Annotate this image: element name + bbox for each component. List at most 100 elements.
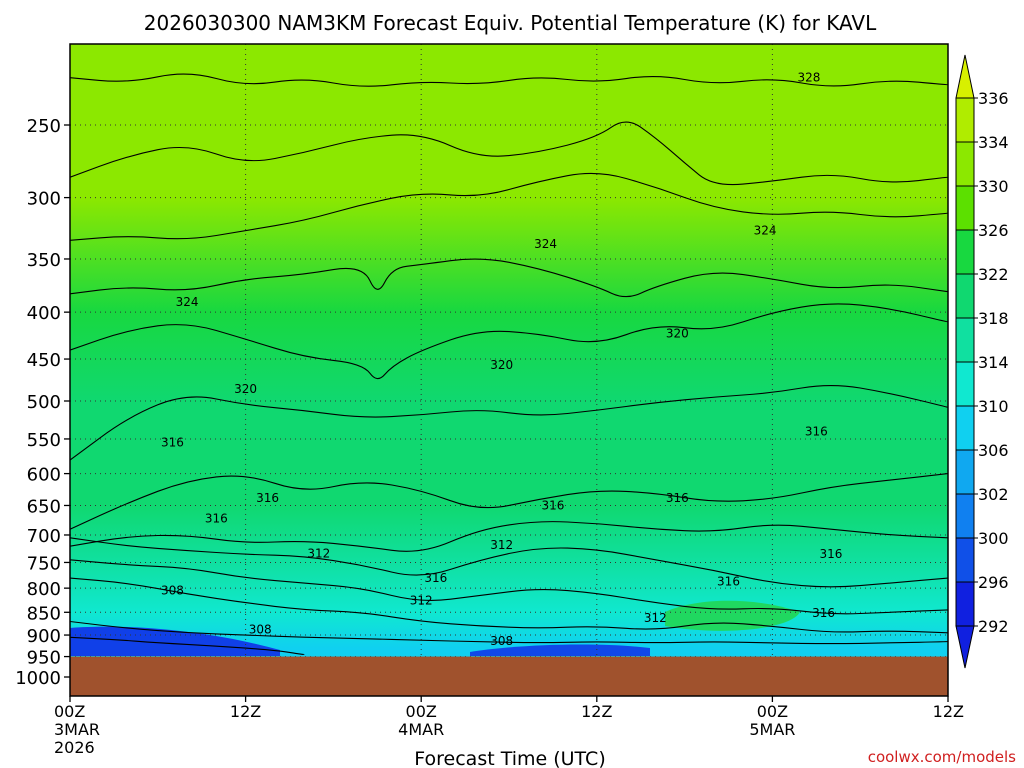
contour-label: 320 (490, 358, 513, 372)
colorbar-label: 292 (978, 617, 1009, 636)
colorbar-segment (955, 273, 975, 319)
contour-312 (70, 537, 948, 588)
y-tick-label: 1000 (15, 668, 61, 689)
colorbar-label: 296 (978, 573, 1009, 592)
contour-label: 320 (234, 382, 257, 396)
x-tick-sublabel: 4MAR (398, 720, 444, 739)
x-tick-label: 12Z (581, 702, 612, 721)
theta-e-field (70, 44, 948, 696)
y-tick-label: 900 (27, 626, 61, 647)
colorbar-bottom-arrow (955, 625, 975, 669)
contour-label: 316 (666, 491, 689, 505)
contour-label: 312 (307, 546, 330, 560)
x-tick-sublabel: 3MAR (54, 720, 100, 739)
contour-316 (70, 473, 948, 530)
contour-324 (70, 172, 948, 241)
colorbar-top-arrow (955, 54, 975, 99)
x-axis-label: Forecast Time (UTC) (414, 748, 605, 768)
colorbar-label: 300 (978, 529, 1009, 548)
colorbar-segment (955, 317, 975, 363)
y-tick-label: 850 (27, 603, 61, 624)
y-tick-label: 800 (27, 579, 61, 600)
colorbar-segment (955, 405, 975, 451)
contour-308 (70, 577, 948, 634)
contour-label: 324 (176, 295, 199, 309)
y-tick-label: 750 (27, 553, 61, 574)
plot-frame (69, 43, 949, 697)
colorbar: 336 334 330 326 322 318 314 310 306 302 300 296 292 (955, 54, 1009, 669)
contour-324 (70, 258, 948, 298)
contour-label: 316 (819, 547, 842, 561)
contour-label: 316 (541, 498, 564, 512)
contour-label: 316 (717, 575, 740, 589)
colorbar-label: 334 (978, 133, 1009, 152)
y-tick-label: 950 (27, 648, 61, 669)
colorbar-segment (955, 493, 975, 539)
colorbar-segment (955, 141, 975, 187)
contour-304 (70, 636, 305, 656)
contour-label: 312 (410, 593, 433, 607)
colorbar-label: 326 (978, 221, 1009, 240)
colorbar-label: 310 (978, 397, 1009, 416)
contour-308 (70, 620, 948, 645)
y-tick-label: 500 (27, 392, 61, 413)
x-tick-sublabel: 5MAR (749, 720, 795, 739)
contour-320 (70, 303, 948, 380)
contour-label: 316 (161, 436, 184, 450)
y-tick-label: 650 (27, 496, 61, 517)
contour-320 (70, 385, 948, 461)
colorbar-segment (955, 97, 975, 143)
colorbar-segment (955, 185, 975, 231)
contour-label: 312 (644, 611, 667, 625)
contour-label: 316 (805, 425, 828, 439)
y-tick-label: 600 (27, 465, 61, 486)
colorbar-label: 306 (978, 441, 1009, 460)
y-tick-label: 450 (27, 350, 61, 371)
x-tick-label: 00Z (757, 702, 788, 721)
colorbar-segment (955, 581, 975, 627)
y-tick-label: 350 (27, 250, 61, 271)
colorbar-segment (955, 449, 975, 495)
terrain-ground (70, 656, 948, 696)
x-tick-label: 12Z (230, 702, 261, 721)
contour-lines (70, 73, 948, 656)
x-tick-label: 12Z (933, 702, 964, 721)
y-tick-label: 300 (27, 189, 61, 210)
chart-title: 2026030300 NAM3KM Forecast Equiv. Potent… (144, 11, 877, 35)
contour-label: 308 (249, 622, 272, 636)
watermark: coolwx.com/models (868, 748, 1016, 766)
y-axis: 2503003504004505005506006507007508008509… (15, 116, 70, 689)
colorbar-label: 336 (978, 89, 1009, 108)
contour-label: 320 (666, 326, 689, 340)
y-tick-label: 250 (27, 116, 61, 137)
contour-label: 316 (424, 571, 447, 585)
contour-328 (70, 121, 948, 186)
contour-labels: 328 324 324 324 320 320 320 316 316 316 316 316 316 3… (161, 71, 842, 648)
y-tick-label: 700 (27, 526, 61, 547)
x-tick-label: 00Z (54, 702, 85, 721)
colorbar-segment (955, 537, 975, 583)
contour-label: 316 (812, 606, 835, 620)
y-tick-label: 400 (27, 303, 61, 324)
contour-312 (70, 559, 948, 615)
colorbar-label: 330 (978, 177, 1009, 196)
cold-pool-blob-1 (70, 626, 280, 656)
contour-label: 316 (205, 512, 228, 526)
x-tick-label: 00Z (406, 702, 437, 721)
plot-area: 328 324 324 324 320 320 320 316 316 316 316 316 316 3… (70, 44, 948, 696)
contour-label: 316 (256, 491, 279, 505)
contour-328 (70, 73, 948, 87)
colorbar-label: 318 (978, 309, 1009, 328)
contour-label: 324 (754, 224, 777, 238)
contour-label: 308 (490, 634, 513, 648)
colorbar-label: 314 (978, 353, 1009, 372)
contour-label: 308 (161, 584, 184, 598)
gridlines (70, 44, 948, 696)
colorbar-label: 302 (978, 485, 1009, 504)
colorbar-segment (955, 361, 975, 407)
y-tick-label: 550 (27, 430, 61, 451)
colorbar-segment (955, 229, 975, 275)
contour-label: 328 (798, 71, 821, 85)
